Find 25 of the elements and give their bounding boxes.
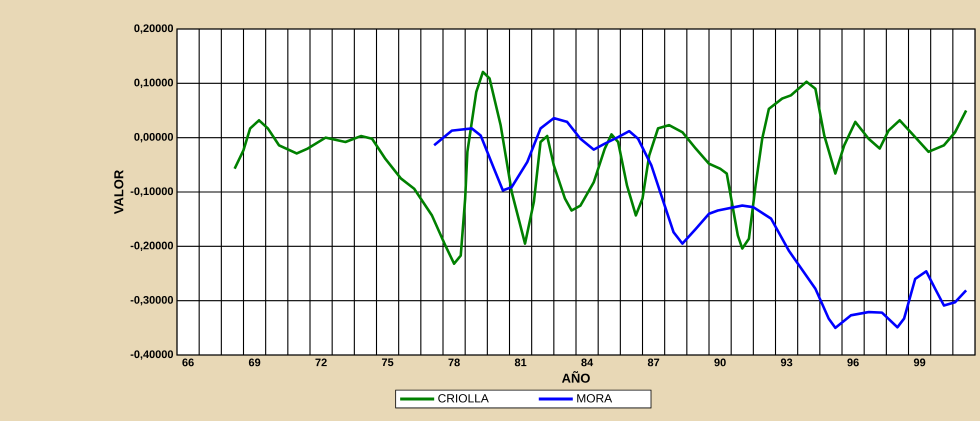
line-series — [233, 70, 968, 266]
x-tick-label: 96 — [847, 358, 859, 366]
x-tick-label: 90 — [714, 358, 726, 366]
x-axis-title: AÑO — [562, 371, 590, 383]
y-axis-title: VALOR — [114, 170, 124, 214]
x-tick-label: 81 — [514, 358, 526, 366]
x-tick-label: 78 — [448, 358, 460, 366]
y-tick-label: -0,10000 — [130, 187, 174, 197]
x-tick-label: 93 — [780, 358, 792, 366]
x-tick-label: 75 — [382, 358, 394, 366]
x-tick-label: 99 — [914, 358, 926, 366]
y-tick-label: -0,40000 — [130, 350, 174, 360]
line-series — [432, 116, 968, 330]
y-tick-label: 0,10000 — [134, 78, 174, 88]
x-tick-label: 84 — [581, 358, 594, 366]
y-tick-label: -0,20000 — [130, 242, 174, 252]
y-tick-label: -0,30000 — [130, 296, 174, 306]
x-tick-label: 66 — [182, 358, 194, 366]
y-tick-label: 0,20000 — [134, 24, 174, 34]
x-tick-label: 72 — [315, 358, 327, 366]
legend-label: CRIOLLA — [438, 394, 489, 403]
x-tick-label: 69 — [248, 358, 260, 366]
x-tick-label: 87 — [648, 358, 660, 366]
legend-label: MORA — [577, 394, 612, 403]
y-tick-label: 0,00000 — [134, 133, 174, 142]
